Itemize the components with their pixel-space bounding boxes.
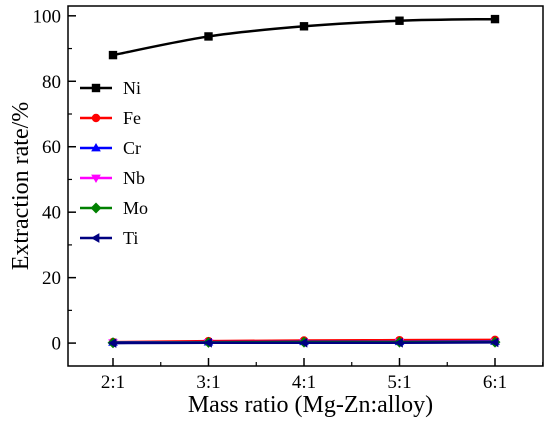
y-axis-title: Extraction rate/% bbox=[8, 102, 34, 271]
legend-marker bbox=[91, 83, 101, 93]
legend-label: Mo bbox=[123, 198, 148, 218]
data-point-ti-1 bbox=[107, 338, 117, 348]
legend-label: Ti bbox=[123, 228, 138, 248]
x-axis-title: Mass ratio (Mg-Zn:alloy) bbox=[188, 392, 433, 418]
legend-item-cr: Cr bbox=[80, 138, 141, 158]
legend-item-fe: Fe bbox=[80, 108, 141, 128]
x-tick-label: 4:1 bbox=[292, 372, 316, 393]
plot-area bbox=[107, 14, 501, 349]
y-tick-label: 80 bbox=[42, 72, 61, 93]
series-ni bbox=[108, 14, 500, 60]
y-tick-label: 0 bbox=[52, 334, 62, 355]
x-tick-label: 2:1 bbox=[101, 372, 125, 393]
data-point-ti-5 bbox=[489, 337, 499, 348]
data-point-ti-3 bbox=[298, 337, 308, 348]
legend-label: Fe bbox=[123, 108, 141, 128]
x-tick-label: 3:1 bbox=[196, 372, 220, 393]
legend-marker bbox=[91, 174, 101, 184]
data-point-ni-2 bbox=[204, 32, 213, 41]
data-point-ni-1 bbox=[108, 50, 118, 60]
legend-marker bbox=[91, 113, 101, 123]
x-tick-label: 6:1 bbox=[483, 372, 507, 393]
legend-label: Cr bbox=[123, 138, 141, 158]
legend-item-nb: Nb bbox=[80, 168, 145, 188]
axes: 0 20 40 60 80 100 2:1 3:1 4:1 5:1 6:1 bbox=[33, 5, 544, 393]
data-point-ti-2 bbox=[203, 337, 212, 348]
y-tick-label: 40 bbox=[42, 203, 61, 224]
legend-item-mo: Mo bbox=[80, 198, 148, 218]
y-tick-label: 20 bbox=[42, 268, 61, 289]
legend-marker bbox=[90, 233, 100, 243]
legend-marker bbox=[91, 142, 101, 152]
legend: Ni Fe Cr Nb Mo Ti bbox=[80, 78, 148, 248]
plot-frame bbox=[67, 5, 544, 367]
data-point-ni-3 bbox=[299, 22, 309, 31]
legend-label: Nb bbox=[123, 168, 145, 188]
legend-marker bbox=[90, 202, 102, 214]
legend-item-ni: Ni bbox=[80, 78, 141, 98]
data-point-ni-5 bbox=[490, 14, 500, 24]
data-point-ti-4 bbox=[394, 337, 403, 348]
x-tick-label: 5:1 bbox=[387, 372, 411, 393]
data-point-ni-4 bbox=[395, 16, 404, 25]
series-ti bbox=[107, 337, 499, 348]
legend-item-ti: Ti bbox=[80, 228, 138, 248]
y-tick-label: 100 bbox=[33, 6, 62, 27]
y-tick-label: 60 bbox=[42, 137, 61, 158]
legend-label: Ni bbox=[123, 78, 141, 98]
